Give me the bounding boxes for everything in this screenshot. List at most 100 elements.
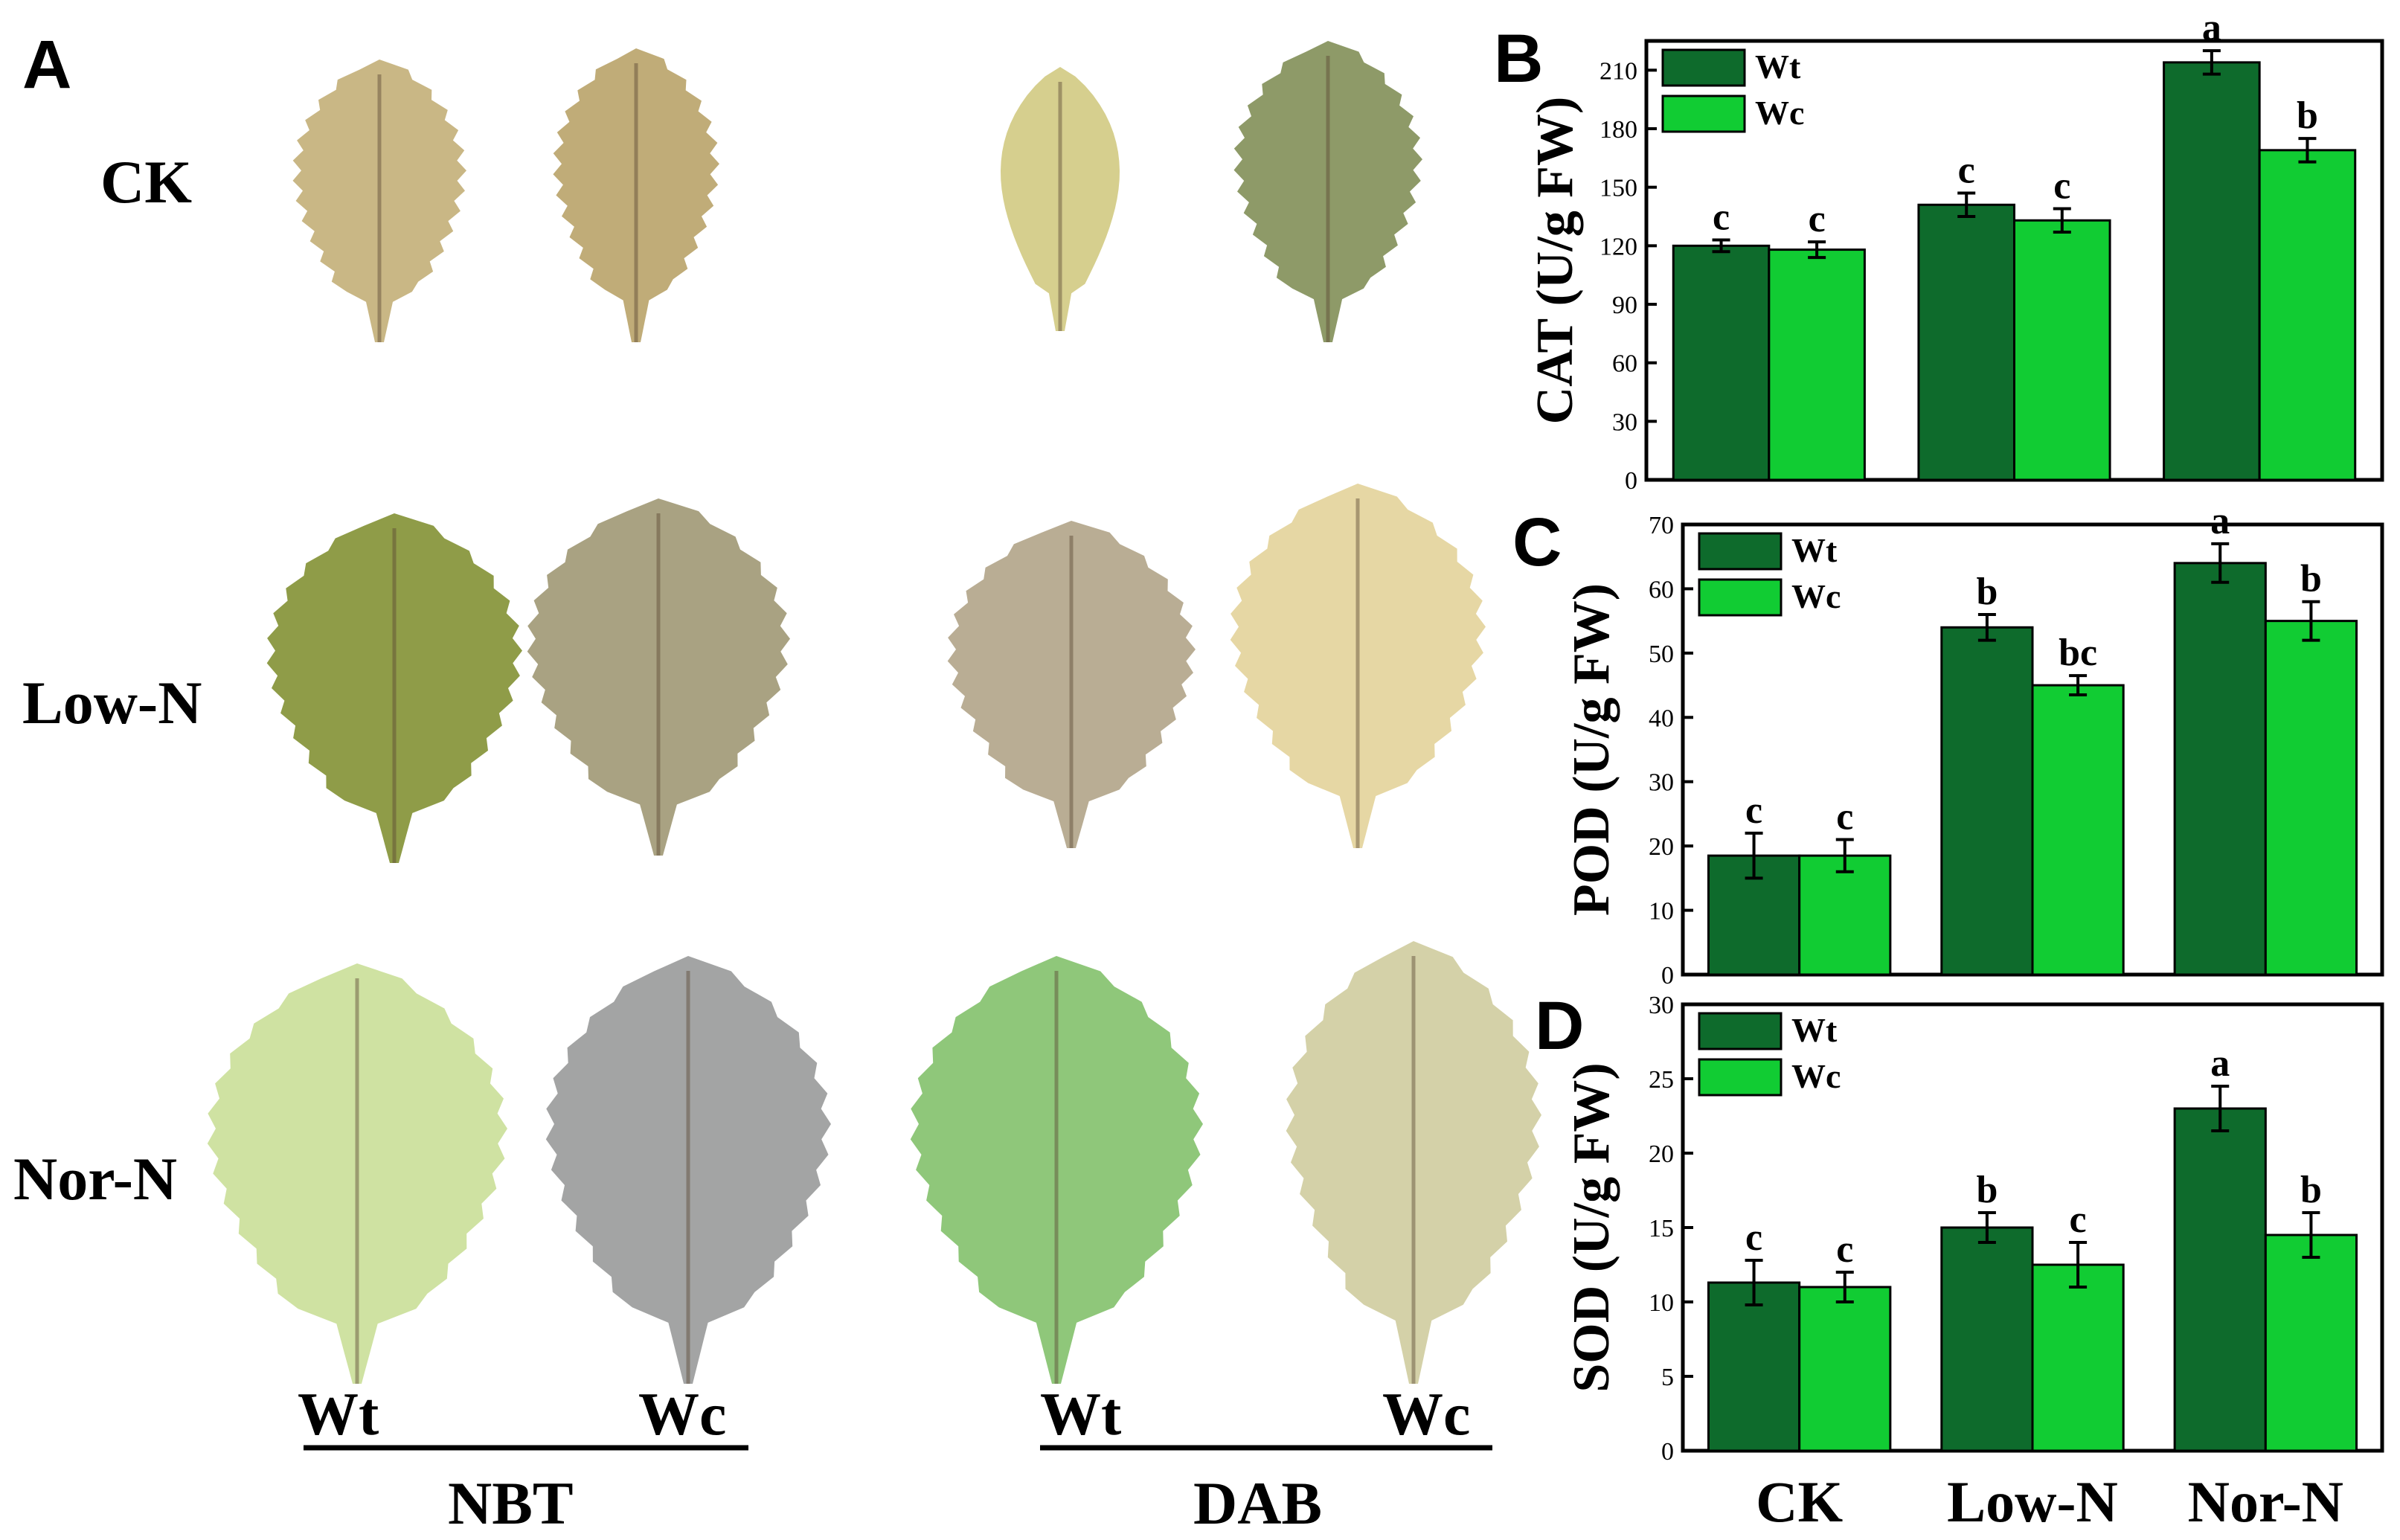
legend-label-wc: Wc xyxy=(1791,1057,1841,1095)
leaf-images xyxy=(207,41,1541,1384)
significance-label: c xyxy=(1745,1216,1762,1259)
legend-swatch-wc xyxy=(1698,578,1783,617)
y-tick-label: 15 xyxy=(1649,1215,1674,1242)
panel-letter-d: D xyxy=(1535,988,1584,1064)
y-tick-label: 120 xyxy=(1600,233,1637,260)
significance-label: b xyxy=(2300,558,2322,600)
y-tick-label: 50 xyxy=(1649,641,1674,668)
leaf-ck-dab-wc xyxy=(1233,41,1422,342)
leaf-nor-nbt-wt xyxy=(207,963,507,1384)
bar-wt-ck xyxy=(1672,244,1771,481)
y-axis-title: SOD (U/g FW) xyxy=(1563,1062,1620,1392)
significance-label: b xyxy=(1976,1169,1998,1211)
x-category-label: Nor-N xyxy=(2188,1469,2343,1534)
bar-wc-ck xyxy=(1798,1286,1892,1452)
significance-label: c xyxy=(2070,1199,2087,1241)
y-tick-label: 25 xyxy=(1649,1066,1674,1094)
legend-label-wt: Wt xyxy=(1791,531,1838,569)
leaf-low-dab-wt xyxy=(947,521,1196,848)
y-tick-label: 30 xyxy=(1649,992,1674,1019)
y-tick-label: 70 xyxy=(1649,512,1674,539)
leaf-ck-dab-wt xyxy=(1001,67,1120,331)
leaf-low-nbt-wt xyxy=(266,513,522,863)
panel-a-letter: A xyxy=(22,27,71,103)
bar-wt-low-n xyxy=(1940,626,2034,976)
chart-b: B 0 30 60 90 120 150 180 210 CAT (U/g FW) c c c c a b Wt… xyxy=(1494,7,2384,495)
y-tick-label: 0 xyxy=(1661,1438,1674,1466)
legend-swatch-wt xyxy=(1698,532,1783,571)
chart-c: C 0 10 20 30 40 50 60 70 POD (U/g FW) c c b bc a b Wt Wc xyxy=(1512,500,2384,989)
significance-label: c xyxy=(1745,789,1762,832)
row-label-ck: CK xyxy=(100,148,192,216)
significance-label: c xyxy=(1836,1228,1853,1271)
significance-label: a xyxy=(2202,7,2221,49)
panel-letter-b: B xyxy=(1494,21,1543,97)
dab-stain-label: DAB xyxy=(1193,1469,1322,1537)
bar-wc-nor-n xyxy=(2258,149,2357,481)
legend-label-wc: Wc xyxy=(1755,94,1804,132)
leaf-nor-nbt-wc xyxy=(545,956,831,1384)
y-tick-label: 210 xyxy=(1600,57,1637,85)
nbt-stain-label: NBT xyxy=(448,1469,574,1537)
y-tick-label: 180 xyxy=(1600,116,1637,144)
leaf-nor-dab-wc xyxy=(1286,941,1541,1384)
y-tick-label: 60 xyxy=(1612,350,1637,378)
dab-wc-label: Wc xyxy=(1382,1380,1470,1448)
bar-wc-nor-n xyxy=(2264,1233,2358,1452)
bar-wt-nor-n xyxy=(2173,562,2267,976)
significance-label: c xyxy=(1958,150,1975,192)
legend-label-wc: Wc xyxy=(1791,577,1841,615)
nbt-wc-label: Wc xyxy=(638,1380,726,1448)
dab-wt-label: Wt xyxy=(1040,1380,1121,1448)
leaf-ck-nbt-wc xyxy=(553,48,719,342)
y-tick-label: 40 xyxy=(1649,705,1674,732)
y-tick-label: 20 xyxy=(1649,833,1674,861)
legend-swatch-wc xyxy=(1661,94,1746,133)
legend-swatch-wt xyxy=(1661,48,1746,87)
y-tick-label: 30 xyxy=(1649,769,1674,797)
significance-label: a xyxy=(2210,500,2230,542)
significance-label: b xyxy=(1976,571,1998,613)
bar-wc-low-n xyxy=(2031,1263,2125,1452)
bar-wt-low-n xyxy=(1940,1226,2034,1452)
leaf-low-dab-wc xyxy=(1230,484,1486,848)
x-category-label: CK xyxy=(1756,1469,1843,1534)
bar-wc-low-n xyxy=(2031,684,2125,976)
legend-label-wt: Wt xyxy=(1791,1011,1838,1049)
legend-swatch-wt xyxy=(1698,1012,1783,1050)
leaf-ck-nbt-wt xyxy=(292,60,466,342)
leaf-nor-dab-wt xyxy=(910,956,1203,1384)
x-category-label: Low-N xyxy=(1947,1469,2118,1534)
row-label-low-n: Low-N xyxy=(22,669,202,737)
y-tick-label: 20 xyxy=(1649,1140,1674,1168)
y-tick-label: 0 xyxy=(1625,467,1637,495)
bar-wt-nor-n xyxy=(2173,1107,2267,1452)
bar-wc-ck xyxy=(1768,248,1866,481)
significance-label: b xyxy=(2297,94,2318,137)
y-tick-label: 10 xyxy=(1649,1289,1674,1317)
y-tick-label: 60 xyxy=(1649,576,1674,603)
significance-label: b xyxy=(2300,1169,2322,1211)
bar-wt-ck xyxy=(1707,1281,1801,1452)
leaf-low-nbt-wc xyxy=(527,498,790,856)
y-tick-label: 90 xyxy=(1612,292,1637,319)
legend-swatch-wc xyxy=(1698,1058,1783,1097)
y-tick-label: 150 xyxy=(1600,175,1637,202)
legend-label-wt: Wt xyxy=(1755,48,1801,86)
significance-label: c xyxy=(2053,165,2070,208)
y-tick-label: 10 xyxy=(1649,898,1674,925)
row-label-nor-n: Nor-N xyxy=(13,1145,177,1213)
significance-label: c xyxy=(1809,198,1826,240)
y-tick-label: 5 xyxy=(1661,1364,1674,1391)
panel-letter-c: C xyxy=(1512,504,1562,580)
y-axis-title: CAT (U/g FW) xyxy=(1527,97,1584,425)
bar-wc-low-n xyxy=(2013,219,2111,481)
bar-wc-ck xyxy=(1798,854,1892,976)
y-tick-label: 0 xyxy=(1661,962,1674,989)
y-tick-label: 30 xyxy=(1612,408,1637,436)
bar-wt-low-n xyxy=(1917,203,2015,481)
bar-wc-nor-n xyxy=(2264,620,2358,976)
y-axis-title: POD (U/g FW) xyxy=(1563,583,1620,916)
